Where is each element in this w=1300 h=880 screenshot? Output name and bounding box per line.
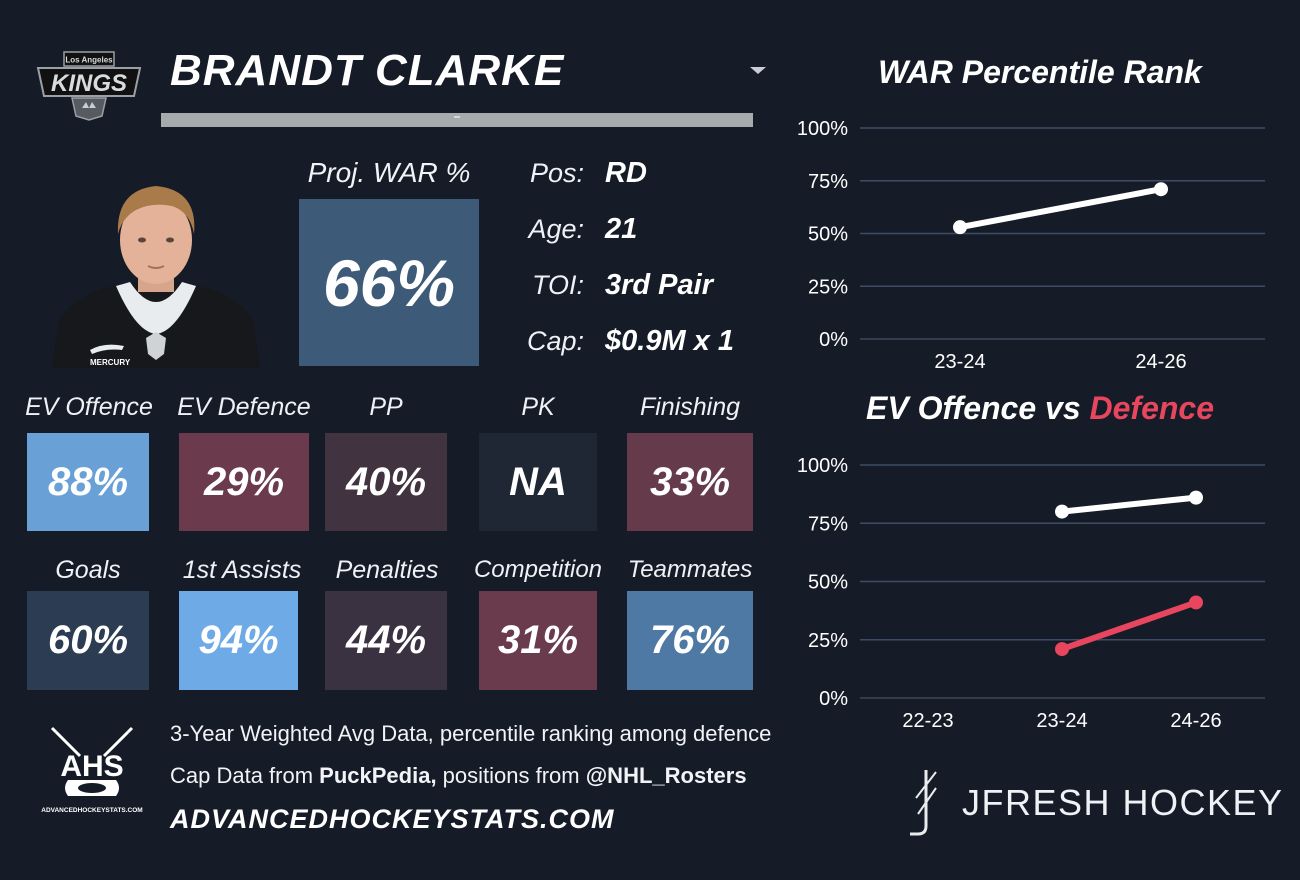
- y-tick-label: 100%: [797, 455, 848, 477]
- chart-title-war: WAR Percentile Rank: [878, 54, 1202, 90]
- info-value: 3rd Pair: [605, 269, 713, 301]
- x-tick-label: 23-24: [934, 351, 985, 373]
- stat-label-ev-offence: EV Offence: [25, 393, 153, 421]
- stat-label-pp: PP: [369, 393, 403, 421]
- stat-label-pk: PK: [521, 393, 555, 421]
- svg-text:Los Angeles: Los Angeles: [65, 56, 113, 65]
- chart-title-ev: EV Offence vs Defence: [800, 388, 1280, 428]
- stat-label-1st-assists: 1st Assists: [182, 556, 302, 584]
- data-note-weighting: 3-Year Weighted Avg Data, percentile ran…: [170, 721, 772, 746]
- ev-offence-defence-chart: 0% 25% 50% 75% 100% 22-23 23-24 24-26: [797, 455, 1265, 732]
- info-value: RD: [605, 157, 647, 189]
- stat-tile-goals: 60%: [27, 591, 149, 690]
- stat-label-ev-defence: EV Defence: [177, 393, 311, 421]
- series-line-0: [957, 186, 1164, 231]
- x-tick-label: 24-26: [1170, 710, 1221, 732]
- stat-label-teammates: Teammates: [627, 556, 753, 583]
- stat-tile-1st-assists: 94%: [179, 591, 298, 690]
- data-note-sources: Cap Data from PuckPedia, positions from …: [170, 761, 747, 791]
- y-tick-label: 50%: [808, 572, 848, 594]
- y-tick-label: 75%: [808, 513, 848, 535]
- stat-tile-penalties: 44%: [325, 591, 447, 690]
- data-point: [953, 220, 967, 235]
- data-point: [1189, 595, 1203, 610]
- info-key: Cap:: [526, 326, 584, 356]
- stat-tile-ev-defence: 29%: [179, 433, 309, 531]
- y-tick-label: 75%: [808, 171, 848, 193]
- note-text: positions from: [436, 763, 586, 788]
- war-percentile-chart: 0% 25% 50% 75% 100% 23-24 24-26: [797, 118, 1265, 373]
- svg-text:ADVANCEDHOCKEYSTATS.COM: ADVANCEDHOCKEYSTATS.COM: [41, 807, 142, 814]
- jfresh-hockey-stick-icon: [910, 770, 937, 836]
- stat-tile-finishing: 33%: [627, 433, 753, 531]
- stat-tile-teammates: 76%: [627, 591, 753, 690]
- info-value: 21: [605, 213, 638, 245]
- stat-label-goals: Goals: [55, 556, 121, 584]
- y-tick-label: 25%: [808, 276, 848, 298]
- info-value: $0.9M x 1: [605, 325, 734, 357]
- info-row-toi: TOI: 3rd Pair: [500, 265, 770, 305]
- nhl-rosters-link[interactable]: @NHL_Rosters: [585, 763, 747, 788]
- ahs-logo: AHS ADVANCEDHOCKEYSTATS.COM: [41, 726, 143, 814]
- player-name: BRANDT CLARKE: [170, 46, 565, 95]
- x-tick-label: 24-26: [1135, 351, 1186, 373]
- jfresh-hockey-brand: JFRESH HOCKEY: [962, 782, 1284, 823]
- info-row-age: Age: 21: [500, 209, 770, 249]
- data-point: [1189, 490, 1203, 505]
- data-point: [1055, 504, 1069, 519]
- info-key: Pos:: [529, 158, 584, 188]
- y-tick-label: 0%: [819, 688, 848, 710]
- stat-label-penalties: Penalties: [335, 556, 439, 584]
- y-tick-label: 100%: [797, 118, 848, 140]
- proj-war-value: 66%: [299, 199, 479, 366]
- info-key: Age:: [528, 214, 584, 244]
- x-tick-label: 23-24: [1036, 710, 1087, 732]
- kings-team-logo: Los Angeles KINGS: [36, 51, 142, 121]
- stat-label-competition: Competition: [473, 556, 603, 583]
- series-line-1: [1059, 599, 1199, 653]
- info-row-position: Pos: RD: [500, 153, 770, 193]
- proj-war-label: Proj. WAR %: [307, 157, 471, 188]
- stat-tile-pk: NA: [479, 433, 597, 531]
- svg-text:MERCURY: MERCURY: [90, 358, 131, 367]
- player-headshot: MERCURY: [52, 186, 260, 368]
- series-line-0: [1059, 494, 1199, 515]
- info-row-cap: Cap: $0.9M x 1: [500, 321, 770, 361]
- puckpedia-link[interactable]: PuckPedia,: [319, 763, 437, 788]
- player-select-chevron-down-icon[interactable]: [750, 67, 766, 74]
- stat-tile-ev-offence: 88%: [27, 433, 149, 531]
- stat-label-finishing: Finishing: [639, 393, 741, 421]
- svg-text:KINGS: KINGS: [51, 70, 127, 97]
- data-point: [1154, 182, 1168, 197]
- chart-title-part: EV Offence vs: [865, 390, 1090, 426]
- chart-title-accent: Defence: [1089, 390, 1215, 426]
- y-tick-label: 25%: [808, 630, 848, 652]
- y-tick-label: 50%: [808, 224, 848, 246]
- stat-tile-competition: 31%: [479, 591, 597, 690]
- y-tick-label: 0%: [819, 329, 848, 351]
- data-point: [1055, 642, 1069, 657]
- player-select-bar[interactable]: [161, 113, 753, 127]
- info-key: TOI:: [531, 270, 584, 300]
- x-tick-label: 22-23: [902, 710, 953, 732]
- site-link[interactable]: ADVANCEDHOCKEYSTATS.COM: [170, 804, 615, 834]
- stat-tile-pp: 40%: [325, 433, 447, 531]
- note-text: Cap Data from: [170, 763, 320, 788]
- svg-text:AHS: AHS: [60, 750, 123, 783]
